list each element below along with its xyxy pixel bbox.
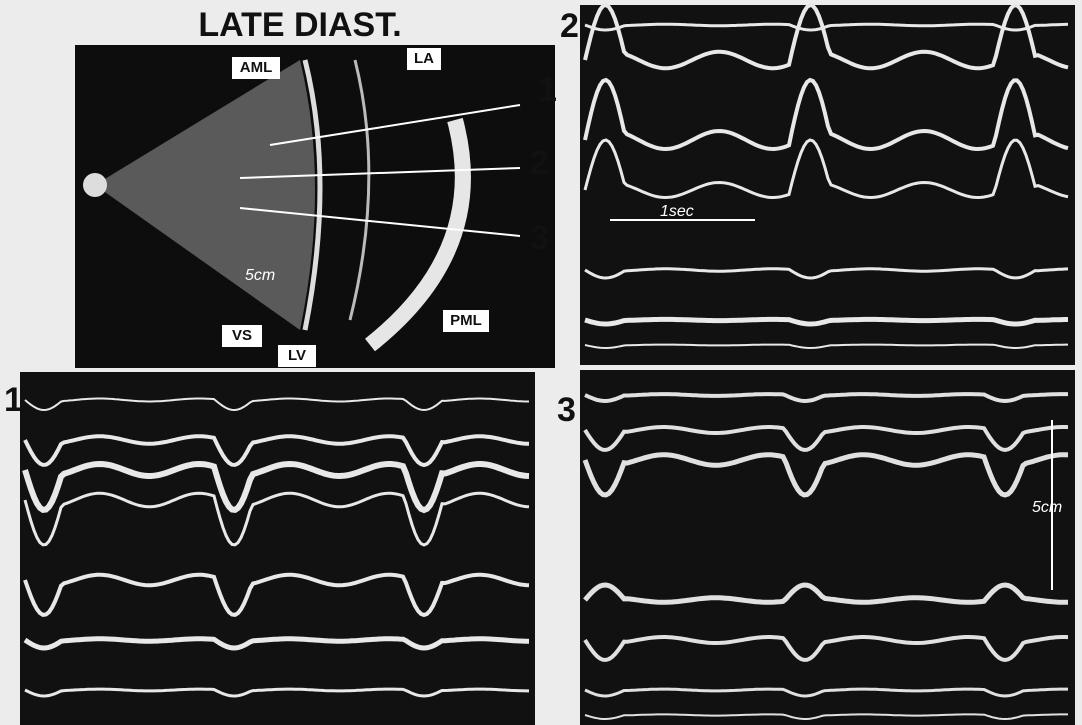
annotation: 5cm (1032, 499, 1062, 516)
echo-trace (584, 316, 1068, 327)
sector-beam (95, 60, 315, 330)
echo-trace (24, 687, 529, 698)
annotation: 1sec (660, 203, 694, 220)
echo-trace (582, 452, 1069, 498)
beam-line (239, 167, 521, 179)
echo-trace (584, 392, 1068, 404)
label-box (443, 310, 489, 332)
beam-number: 3 (530, 219, 549, 257)
echo-trace (584, 713, 1068, 721)
m-mode-panel (580, 370, 1075, 725)
echo-trace (24, 397, 529, 412)
label: AML (240, 59, 273, 76)
traces (22, 2, 1069, 721)
echo-trace (22, 460, 530, 514)
scale-label: 5cm (245, 267, 275, 284)
septum-echo (302, 59, 323, 331)
echo-trace (23, 491, 530, 547)
label: LV (288, 347, 306, 364)
echo-trace (584, 687, 1068, 698)
mitral-echo (348, 59, 371, 321)
beam-line (269, 104, 521, 146)
beam-number: 1 (538, 71, 557, 109)
panel-number: 3 (557, 391, 576, 429)
pml-echo (365, 117, 471, 352)
m-mode-panel (580, 5, 1075, 365)
echo-trace (584, 267, 1069, 280)
label-box (232, 57, 280, 79)
echo-trace (584, 22, 1069, 32)
echo-trace (583, 425, 1069, 453)
panel-number: 2 (560, 7, 579, 45)
echo-trace (583, 635, 1069, 663)
label-box (278, 345, 316, 367)
panel-number: 1 (4, 381, 23, 419)
echo-trace (584, 343, 1068, 350)
label: LA (414, 50, 434, 67)
beam-line (239, 207, 521, 237)
label-box (222, 325, 262, 347)
echo-trace (23, 434, 529, 468)
echo-trace (583, 77, 1069, 152)
echo-trace (583, 582, 1068, 605)
transducer (83, 173, 107, 197)
echo-trace (583, 138, 1069, 200)
echo-trace (23, 572, 530, 618)
label-box (407, 48, 441, 70)
label: VS (232, 327, 252, 344)
echo-trace (583, 2, 1069, 71)
title: LATE DIAST. (198, 6, 401, 44)
label: PML (450, 312, 482, 329)
m-mode-panel (20, 372, 535, 725)
echo-trace (23, 636, 529, 651)
beam-number: 2 (530, 144, 549, 182)
